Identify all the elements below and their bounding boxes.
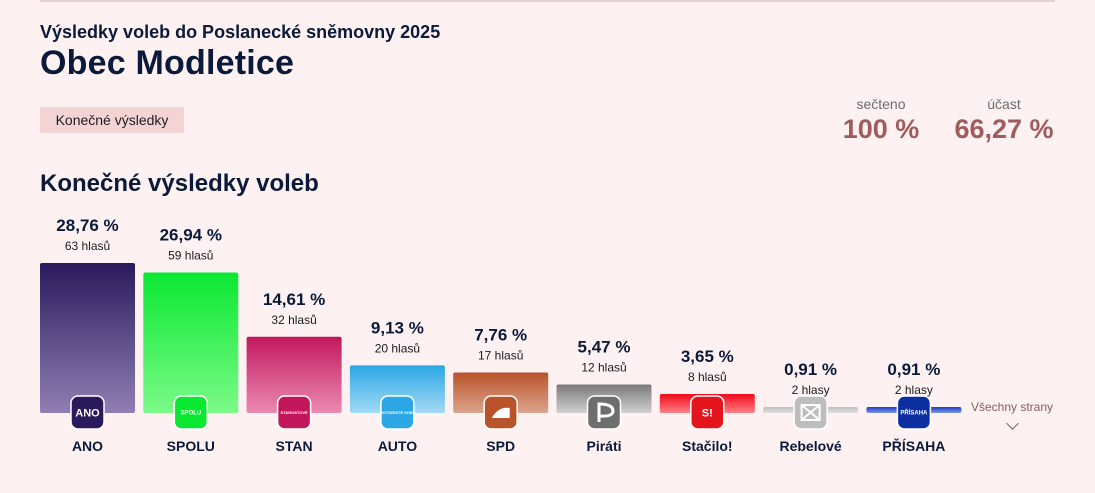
- value-label-spd: 7,76 %: [474, 326, 527, 345]
- bar-group-stacilo[interactable]: 3,65 % 8 hlasů S! Stačilo!: [659, 347, 755, 454]
- bar-group-ano[interactable]: 28,76 % 63 hlasů ANO ANO: [40, 216, 135, 454]
- spd-logo-icon: [491, 407, 510, 418]
- bar-spolu[interactable]: [143, 272, 239, 413]
- votes-label-spolu: 59 hlasů: [168, 248, 213, 262]
- party-logo-prisaha: [896, 395, 932, 430]
- all-parties-label: Všechny strany: [970, 400, 1054, 414]
- value-label-spolu: 26,94 %: [160, 225, 222, 244]
- votes-label-spd: 17 hlasů: [478, 349, 523, 363]
- turnout-label: účast: [987, 96, 1021, 112]
- party-logo-text-stan: STAROSTOVÉ: [280, 410, 308, 415]
- bar-auto[interactable]: [349, 365, 445, 413]
- votes-label-ano: 63 hlasů: [65, 239, 110, 253]
- party-name-stan: STAN: [276, 438, 313, 454]
- bar-group-rebelove[interactable]: 0,91 % 2 hlasy Rebelové: [763, 360, 859, 454]
- bar-group-auto[interactable]: 9,13 % 20 hlasů MOTORISTÉ SOBĚ AUTO: [349, 318, 445, 454]
- party-name-stacilo: Stačilo!: [682, 438, 733, 454]
- counted-stat: sečteno 100 %: [836, 96, 926, 145]
- chevron-down-icon: [1005, 417, 1019, 430]
- bar-spd[interactable]: [453, 372, 549, 413]
- bar-stan[interactable]: [246, 336, 342, 413]
- party-name-auto: AUTO: [378, 438, 418, 454]
- bar-ano[interactable]: [40, 263, 135, 413]
- value-label-stacilo: 3,65 %: [681, 347, 734, 366]
- bar-group-spolu[interactable]: 26,94 % 59 hlasů SPOLU SPOLU: [143, 225, 239, 454]
- votes-label-prisaha: 2 hlasy: [895, 383, 933, 397]
- votes-label-stacilo: 8 hlasů: [688, 370, 727, 384]
- bar-group-stan[interactable]: 14,61 % 32 hlasů STAROSTOVÉ STAN: [246, 290, 342, 454]
- party-logo-stan: [276, 395, 312, 430]
- value-label-pirati: 5,47 %: [578, 337, 631, 356]
- party-logo-ano: [70, 395, 105, 430]
- status-badge: Konečné výsledky: [40, 107, 184, 133]
- bar-group-pirati[interactable]: 5,47 % 12 hlasů Piráti: [556, 337, 652, 454]
- party-name-pirati: Piráti: [586, 438, 621, 454]
- turnout-value: 66,27 %: [954, 114, 1054, 144]
- election-subtitle: Výsledky voleb do Poslanecké sněmovny 20…: [40, 22, 441, 42]
- bar-group-prisaha[interactable]: 0,91 % 2 hlasy PŘÍSAHA PŘÍSAHA: [866, 360, 962, 454]
- value-label-prisaha: 0,91 %: [887, 360, 940, 379]
- party-name-spd: SPD: [486, 438, 515, 454]
- party-name-ano: ANO: [72, 438, 103, 454]
- party-logo-text-auto: MOTORISTÉ SOBĚ: [379, 410, 415, 415]
- party-logo-text-prisaha: PŘÍSAHA: [900, 409, 928, 417]
- turnout-stat: účast 66,27 %: [948, 96, 1060, 145]
- counted-value: 100 %: [842, 114, 920, 144]
- votes-label-pirati: 12 hlasů: [581, 360, 626, 374]
- top-divider: [40, 0, 1055, 2]
- party-name-prisaha: PŘÍSAHA: [882, 437, 945, 454]
- party-logo-spolu: [173, 395, 209, 430]
- counted-label: sečteno: [856, 96, 906, 112]
- value-label-stan: 14,61 %: [263, 290, 325, 309]
- party-logo-text-stacilo: S!: [702, 407, 713, 419]
- party-logo-stacilo: [690, 395, 725, 430]
- votes-label-stan: 32 hlasů: [271, 313, 316, 327]
- pirate-flag-icon: [597, 402, 615, 422]
- results-heading: Konečné výsledky voleb: [40, 170, 319, 197]
- votes-label-rebelove: 2 hlasy: [792, 383, 830, 397]
- value-label-rebelove: 0,91 %: [784, 360, 837, 379]
- bar-group-spd[interactable]: 7,76 % 17 hlasů SPD: [453, 326, 549, 454]
- all-parties-toggle[interactable]: Všechny strany: [966, 400, 1058, 430]
- value-label-ano: 28,76 %: [56, 216, 118, 235]
- party-logo-pirati: [586, 395, 622, 430]
- page-title: Obec Modletice: [40, 44, 295, 82]
- party-name-rebelove: Rebelové: [779, 438, 841, 454]
- votes-label-auto: 20 hlasů: [375, 341, 420, 355]
- value-label-auto: 9,13 %: [371, 318, 424, 337]
- party-logo-text-spolu: SPOLU: [180, 411, 201, 417]
- envelope-icon: [800, 404, 821, 421]
- party-name-spolu: SPOLU: [167, 438, 215, 454]
- party-logo-text-ano: ANO: [75, 407, 100, 419]
- party-logo-auto: [380, 395, 415, 430]
